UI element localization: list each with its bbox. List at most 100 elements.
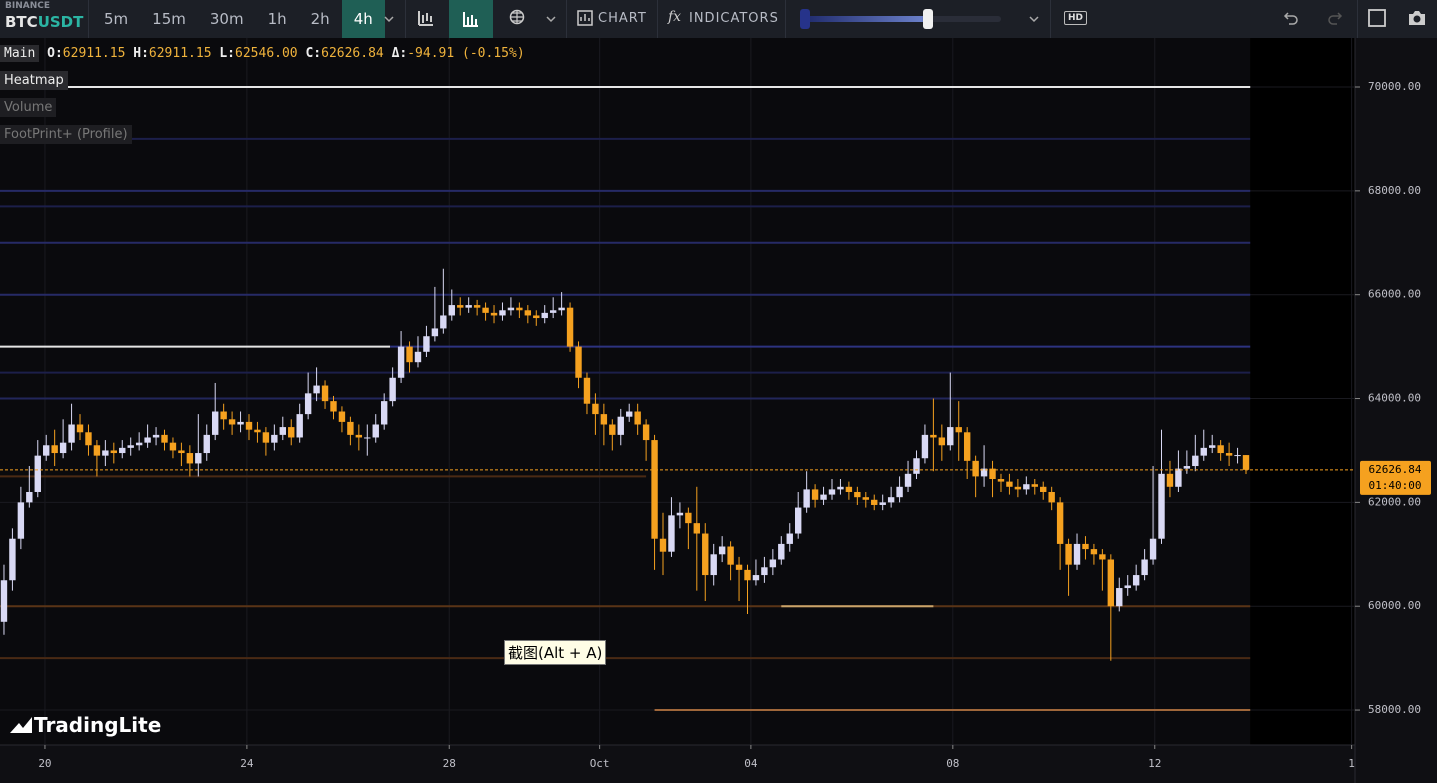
candle-body — [9, 538, 16, 581]
candle-body — [1209, 445, 1216, 448]
candle-body — [1192, 455, 1199, 467]
candle-body — [448, 305, 455, 316]
candle-icon[interactable] — [416, 9, 434, 27]
screenshot[interactable] — [1407, 8, 1427, 28]
candle-body — [1082, 543, 1089, 550]
slider[interactable] — [800, 9, 1005, 29]
candle-body — [1116, 588, 1123, 607]
candle-body — [1200, 447, 1207, 456]
timeframe[interactable]: 2h — [310, 10, 330, 28]
exchange: BINANCE — [5, 1, 50, 11]
x-tick-label: 28 — [443, 757, 456, 770]
candle-body — [195, 453, 202, 464]
candle-body — [152, 434, 160, 438]
heatmap-toggle[interactable] — [449, 0, 493, 38]
candle-body — [212, 411, 219, 435]
y-tick-label: 68000.00 — [1368, 184, 1421, 197]
change-label: Δ: — [391, 46, 408, 61]
candle-body — [963, 432, 971, 461]
future-area — [1250, 38, 1355, 745]
toolbar: BINANCE BTCUSDT 5m 15m 30m 1h 2h 4h CHART fx … — [0, 0, 1437, 38]
candle-body — [811, 489, 819, 500]
candle-body — [516, 307, 523, 311]
candle-body — [887, 497, 895, 503]
layer-footprint[interactable]: FootPrint+ (Profile) — [0, 125, 132, 144]
dropdown[interactable] — [382, 13, 396, 25]
x-tick-label: 12 — [1148, 757, 1161, 770]
candle-body — [524, 310, 532, 316]
candle-body — [668, 515, 675, 552]
candle-body — [879, 502, 886, 505]
candle-body — [17, 502, 25, 539]
candle-body — [110, 450, 118, 454]
timeframe[interactable]: 15m — [152, 10, 186, 28]
candle-body — [541, 312, 548, 319]
y-tick-label: 58000.00 — [1368, 703, 1421, 716]
undo[interactable] — [1282, 9, 1300, 27]
layer-main[interactable]: Main — [0, 45, 40, 62]
dropdown[interactable] — [1027, 13, 1041, 25]
open-label: O: — [47, 46, 63, 61]
candle-body — [220, 411, 227, 420]
candle-body — [59, 442, 67, 454]
candle-body — [558, 307, 565, 311]
candle-body — [186, 453, 194, 464]
candle-body — [820, 494, 827, 500]
timeframe[interactable]: 30m — [209, 10, 244, 28]
timeframe[interactable]: 5m — [104, 10, 129, 28]
change-pct: (-0.15%) — [462, 46, 525, 61]
candle-body — [1006, 481, 1013, 487]
candle-body — [119, 447, 126, 454]
timeframe[interactable]: 4h — [341, 0, 385, 38]
candle-body — [414, 351, 422, 363]
candle-body — [972, 460, 979, 477]
candle-body — [828, 489, 836, 495]
candle-body — [169, 442, 177, 451]
candle-body — [642, 424, 650, 441]
candle-body — [406, 346, 413, 363]
candle-body — [473, 305, 481, 308]
candle-body — [279, 427, 286, 435]
candle-body — [51, 445, 58, 454]
candle-body — [862, 497, 869, 500]
layer-volume[interactable]: Volume — [0, 98, 57, 117]
candle-body — [980, 468, 988, 477]
layer-heatmap[interactable]: Heatmap — [0, 71, 68, 90]
candle-body — [533, 315, 540, 319]
candle-body — [288, 427, 295, 438]
candle-body — [693, 523, 701, 534]
candle-body — [93, 445, 101, 456]
globe-icon[interactable] — [508, 8, 526, 26]
symbol[interactable]: BTCUSDT — [5, 13, 83, 31]
hd-badge[interactable]: HD — [1064, 11, 1088, 25]
redo[interactable] — [1326, 9, 1344, 27]
close: 62626.84 — [321, 46, 384, 61]
candle-body — [583, 377, 591, 404]
watermark-text: TradingLite — [34, 713, 162, 737]
candle-body — [0, 580, 8, 622]
fullscreen[interactable] — [1367, 8, 1387, 28]
candle-body — [718, 546, 726, 555]
indicators-button[interactable]: INDICATORS — [689, 11, 779, 26]
candle-body — [313, 385, 320, 394]
last-price-label: 62626.84 — [1369, 463, 1422, 476]
candle-body — [1056, 502, 1064, 544]
dropdown[interactable] — [544, 13, 558, 25]
symbol-base: BTC — [5, 13, 38, 31]
candle-body — [271, 434, 278, 443]
countdown: 01:40:00 — [1369, 479, 1422, 492]
candle-body — [1090, 549, 1098, 555]
candle-body — [355, 434, 363, 438]
candle-body — [1014, 486, 1022, 490]
candle-body — [989, 468, 996, 480]
candle-body — [330, 401, 337, 412]
timeframe[interactable]: 1h — [267, 10, 287, 28]
candle-body — [499, 310, 506, 316]
candle-body — [1031, 484, 1038, 487]
candle-body — [178, 450, 185, 454]
candle-body — [380, 401, 388, 425]
chart-icon — [577, 10, 593, 26]
candle-body — [904, 473, 912, 487]
candle-body — [1107, 559, 1115, 607]
chart-button[interactable]: CHART — [598, 11, 647, 26]
